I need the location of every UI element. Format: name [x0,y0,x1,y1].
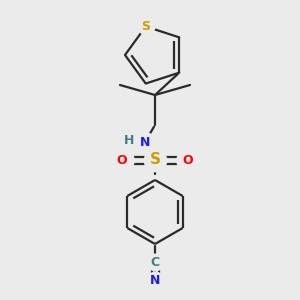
Text: N: N [140,136,150,148]
Text: O: O [183,154,193,166]
Text: S: S [141,20,150,33]
Text: C: C [150,256,160,268]
Text: N: N [150,274,160,286]
Text: O: O [117,154,127,166]
Text: S: S [149,152,161,167]
Text: H: H [124,134,134,146]
